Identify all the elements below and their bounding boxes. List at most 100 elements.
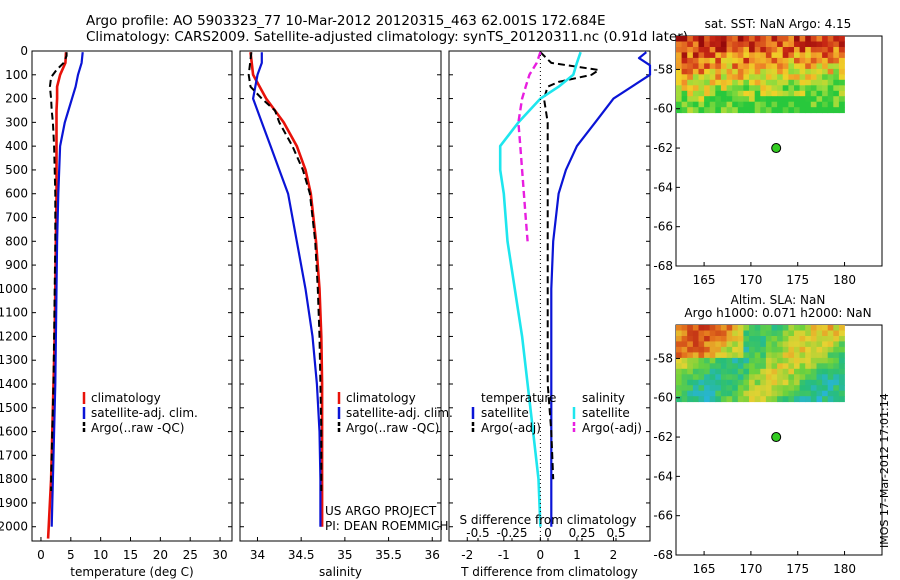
difference-series-sat_s <box>498 51 582 527</box>
sst-heat-cell <box>687 107 694 114</box>
sst-heat-cell <box>827 57 834 64</box>
sla-heat-cell <box>687 352 694 359</box>
sst-heat-cell <box>805 74 812 81</box>
sst-heat-cell <box>715 96 722 103</box>
temperature-x-tick-label: 30 <box>212 548 227 562</box>
temperature-x-tick-label: 0 <box>37 548 45 562</box>
sla-heat-cell <box>805 385 812 392</box>
sla-heat-cell <box>687 396 694 403</box>
sst-heat-cell <box>732 101 739 108</box>
sst-heat-cell <box>732 63 739 70</box>
sst-heat-cell <box>771 107 778 114</box>
sst-heat-cell <box>681 85 688 92</box>
sla-heat-cell <box>833 385 840 392</box>
salinity-legend-label: Argo(..raw -QC) <box>346 421 439 435</box>
sla-heat-cell <box>692 385 699 392</box>
sst-heat-cell <box>799 74 806 81</box>
sla-heat-cell <box>704 379 711 386</box>
y-tick-label: 500 <box>5 163 28 177</box>
sla-heat-cell <box>805 357 812 364</box>
sst-heat-cell <box>692 79 699 86</box>
sla-heat-cell <box>743 346 750 353</box>
sst-heat-cell <box>810 57 817 64</box>
sla-heat-cell <box>681 374 688 381</box>
sst-heat-cell <box>760 74 767 81</box>
sla-heat-cell <box>771 325 778 331</box>
sst-heat-cell <box>749 74 755 81</box>
salinity-x-tick-label: 34 <box>250 548 265 562</box>
sst-heat-cell <box>760 90 767 97</box>
sst-heat-cell <box>760 107 767 114</box>
sla-heat-cell <box>810 341 817 348</box>
sst-map-title: sat. SST: NaN Argo: 4.15 <box>705 17 852 31</box>
sla-heat-cell <box>771 330 778 337</box>
sla-heat-cell <box>771 379 778 386</box>
sst-heat-cell <box>788 57 795 64</box>
sla-heat-cell <box>687 374 694 381</box>
sla-heat-cell <box>687 325 694 331</box>
sst-heat-cell <box>687 90 694 97</box>
sla-y-tick-label: -68 <box>653 548 673 562</box>
sla-heat-cell <box>692 379 699 386</box>
sla-heat-cell <box>726 390 733 397</box>
sla-heat-cell <box>838 396 845 403</box>
sla-heat-cell <box>704 357 711 364</box>
sla-heat-cell <box>765 390 772 397</box>
sla-heat-cell <box>737 346 744 353</box>
sla-heat-cell <box>827 341 834 348</box>
sla-heat-cell <box>732 363 739 370</box>
sst-heat-cell <box>822 36 829 42</box>
sla-heat-cell <box>771 357 778 364</box>
sla-heat-cell <box>743 330 750 337</box>
sla-heat-cell <box>838 390 845 397</box>
sla-heat-cell <box>788 368 795 375</box>
sla-heat-cell <box>676 336 682 342</box>
sla-heat-cell <box>687 379 694 386</box>
sst-heat-cell <box>777 90 784 97</box>
sla-heat-cell <box>782 325 789 331</box>
sla-heat-cell <box>687 357 694 364</box>
sla-heat-cell <box>687 363 694 370</box>
sla-heat-cell <box>732 385 739 392</box>
sst-heat-cell <box>777 41 784 48</box>
sst-heat-cell <box>822 101 829 108</box>
salinity-x-tick-label: 34.5 <box>288 548 315 562</box>
sst-heat-cell <box>810 79 817 86</box>
sla-heat-cell <box>732 336 739 342</box>
sst-heat-cell <box>782 90 789 97</box>
sla-heat-cell <box>698 357 705 364</box>
sst-heat-cell <box>687 52 694 59</box>
sst-heat-cell <box>805 52 812 59</box>
y-tick-label: 100 <box>5 68 28 82</box>
sst-heat-cell <box>838 57 845 64</box>
sst-heat-cell <box>743 68 750 75</box>
sla-heat-cell <box>788 336 795 342</box>
sla-heat-cell <box>743 336 750 342</box>
sla-heat-cell <box>754 341 761 348</box>
sla-heat-cell <box>822 385 829 392</box>
sst-heat-cell <box>692 96 699 103</box>
sst-heat-cell <box>704 63 711 70</box>
sla-heat-cell <box>681 385 688 392</box>
sla-heat-cell <box>827 363 834 370</box>
y-tick-label: 800 <box>5 234 28 248</box>
sst-heat-cell <box>720 85 727 92</box>
sst-heat-cell <box>687 57 694 64</box>
sst-heat-cell <box>720 47 727 53</box>
sla-heat-cell <box>715 379 722 386</box>
sla-heat-cell <box>732 330 739 337</box>
sst-heat-cell <box>749 57 755 64</box>
sla-heat-cell <box>709 336 716 342</box>
sst-heat-cell <box>726 52 733 59</box>
sla-heat-cell <box>805 330 812 337</box>
sst-heat-cell <box>810 63 817 70</box>
sst-heat-cell <box>794 90 800 97</box>
sst-heat-cell <box>833 74 840 81</box>
sst-heat-cell <box>788 68 795 75</box>
sst-heat-cell <box>687 96 694 103</box>
y-tick-label: 1500 <box>0 401 28 415</box>
diff-legend-temperature-title: temperature <box>481 391 556 405</box>
sst-heat-cell <box>720 101 727 108</box>
sst-heat-cell <box>749 52 755 59</box>
sst-heat-cell <box>810 41 817 48</box>
